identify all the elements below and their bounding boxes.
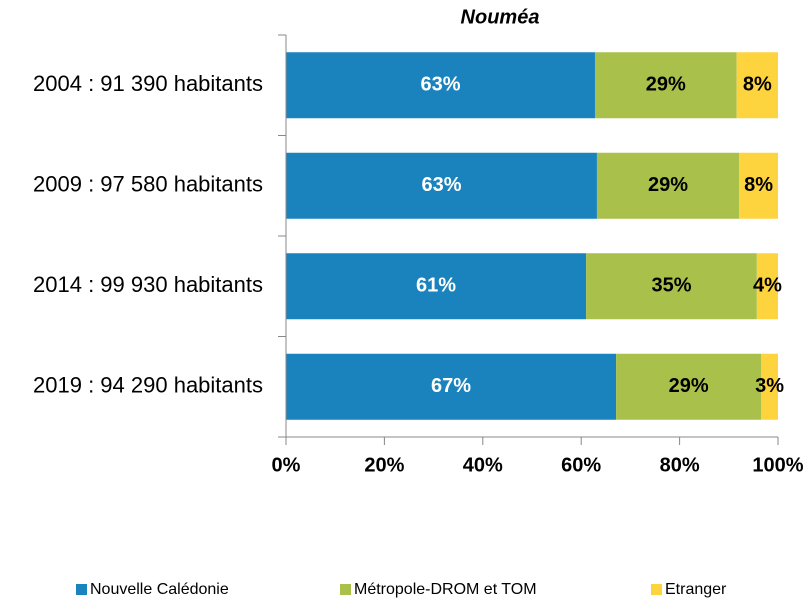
data-label: 63% <box>421 174 461 196</box>
data-label: 29% <box>648 174 688 196</box>
bar-segment <box>756 253 778 320</box>
bar-segment <box>739 152 778 219</box>
data-label: 8% <box>744 174 773 196</box>
x-tick-label: 40% <box>463 454 503 476</box>
x-tick-label: 0% <box>272 454 301 476</box>
bar-segment <box>761 353 778 420</box>
bar-segment <box>286 353 617 420</box>
legend-marker <box>340 584 351 595</box>
x-tick-label: 80% <box>660 454 700 476</box>
bar-segment <box>286 52 595 119</box>
y-tick-label: 2009 : 97 580 habitants <box>33 172 263 197</box>
x-tick-label: 100% <box>752 454 803 476</box>
data-label: 29% <box>646 74 686 96</box>
data-label: 3% <box>755 375 784 397</box>
bar-segment <box>594 52 737 119</box>
legend-label: Etranger <box>665 581 727 598</box>
x-tick-label: 20% <box>364 454 404 476</box>
chart-title: Nouméa <box>461 6 540 28</box>
data-label: 29% <box>669 375 709 397</box>
legend-marker <box>651 584 662 595</box>
bar-segment <box>596 152 740 219</box>
bar-segment <box>286 253 587 320</box>
bar-segment <box>286 152 597 219</box>
y-tick-label: 2019 : 94 290 habitants <box>33 373 263 398</box>
data-label: 61% <box>416 275 456 297</box>
y-tick-label: 2004 : 91 390 habitants <box>33 71 263 96</box>
data-label: 35% <box>651 275 691 297</box>
legend-label: Métropole-DROM et TOM <box>354 581 537 598</box>
bar-segment <box>736 52 778 119</box>
legend-marker <box>76 584 87 595</box>
data-label: 4% <box>753 275 782 297</box>
data-label: 63% <box>420 74 460 96</box>
legend-label: Nouvelle Calédonie <box>90 581 229 598</box>
x-tick-label: 60% <box>561 454 601 476</box>
y-tick-label: 2014 : 99 930 habitants <box>33 272 263 297</box>
data-label: 8% <box>743 74 772 96</box>
bar-segment <box>616 353 762 420</box>
data-label: 67% <box>431 375 471 397</box>
bar-segment <box>586 253 757 320</box>
